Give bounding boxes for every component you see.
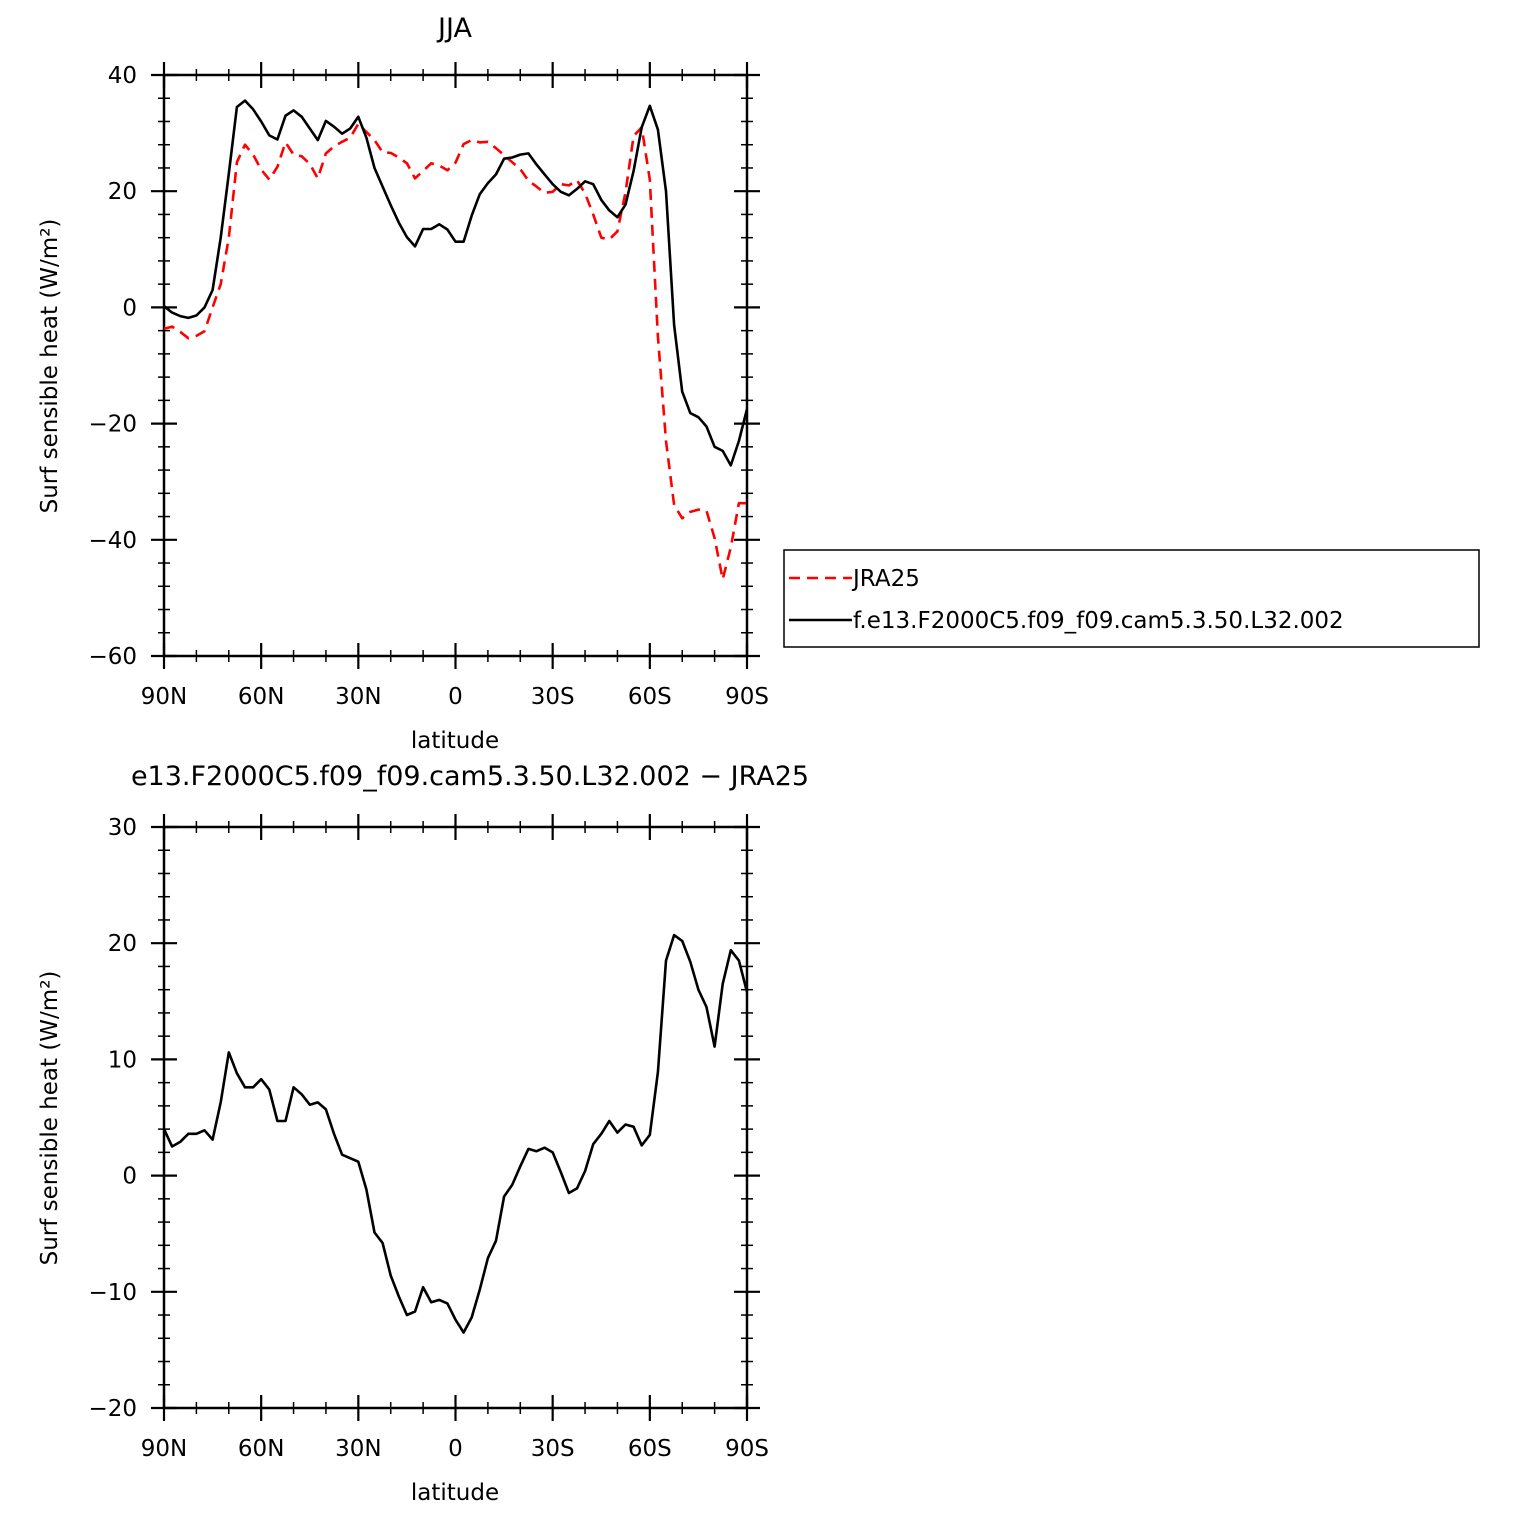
bottom-x-axis-label: latitude (411, 1480, 499, 1506)
bottom-series-line-difference (162, 933, 749, 1334)
bottom-ytick-label: −20 (88, 1396, 137, 1422)
bottom-xtick-label: 60N (238, 1436, 284, 1462)
bottom-xtick-label: 60S (628, 1436, 672, 1462)
top-series-lines (163, 99, 749, 581)
top-series-line-model (163, 99, 749, 467)
top-ytick-labels: −60 −40 −20 0 20 40 (88, 63, 137, 670)
top-ytick-label: −60 (88, 644, 137, 670)
bottom-xtick-label: 90S (725, 1436, 769, 1462)
top-ytick-label: 0 (122, 295, 137, 321)
bottom-series-lines (162, 933, 749, 1334)
top-xtick-label: 0 (448, 684, 463, 710)
top-xtick-label: 90S (725, 684, 769, 710)
top-xtick-label: 30N (335, 684, 381, 710)
top-panel-title: JJA (436, 13, 472, 44)
legend-label-model: f.e13.F2000C5.f09_f09.cam5.3.50.L32.002 (853, 608, 1344, 634)
top-xtick-label: 60S (628, 684, 672, 710)
top-ytick-label: −40 (88, 528, 137, 554)
bottom-panel-title: e13.F2000C5.f09_f09.cam5.3.50.L32.002 − … (131, 761, 809, 792)
bottom-ytick-label: 0 (122, 1164, 137, 1190)
legend: JRA25 f.e13.F2000C5.f09_f09.cam5.3.50.L3… (783, 549, 1480, 648)
bottom-ytick-label: 10 (108, 1047, 137, 1073)
top-ytick-label: −20 (88, 412, 137, 438)
bottom-ytick-labels: −20 −10 0 10 20 30 (88, 815, 137, 1422)
top-xtick-label: 30S (531, 684, 575, 710)
legend-box (783, 549, 1480, 648)
top-panel: JJA −60 −40 −20 0 20 40 90N 60N 30N 0 30S 60S 90S l… (37, 13, 769, 754)
top-series-line-jra25 (163, 122, 747, 581)
top-ytick-label: 20 (108, 179, 137, 205)
top-xtick-label: 90N (141, 684, 187, 710)
bottom-panel: e13.F2000C5.f09_f09.cam5.3.50.L32.002 − … (37, 761, 809, 1506)
bottom-ytick-label: −10 (88, 1280, 137, 1306)
top-xtick-labels: 90N 60N 30N 0 30S 60S 90S (141, 684, 769, 710)
bottom-xtick-label: 30S (531, 1436, 575, 1462)
bottom-ytick-label: 30 (108, 815, 137, 841)
top-xtick-label: 60N (238, 684, 284, 710)
top-ytick-label: 40 (108, 63, 137, 89)
top-y-axis-label: Surf sensible heat (W/m²) (37, 219, 63, 514)
bottom-ytick-label: 20 (108, 931, 137, 957)
top-x-axis-label: latitude (411, 728, 499, 754)
bottom-xtick-label: 0 (448, 1436, 463, 1462)
top-ticks (151, 62, 760, 669)
bottom-ticks (151, 814, 760, 1421)
bottom-y-axis-label: Surf sensible heat (W/m²) (37, 971, 63, 1266)
bottom-xtick-labels: 90N 60N 30N 0 30S 60S 90S (141, 1436, 769, 1462)
bottom-xtick-label: 30N (335, 1436, 381, 1462)
bottom-xtick-label: 90N (141, 1436, 187, 1462)
legend-label-jra25: JRA25 (851, 566, 920, 592)
